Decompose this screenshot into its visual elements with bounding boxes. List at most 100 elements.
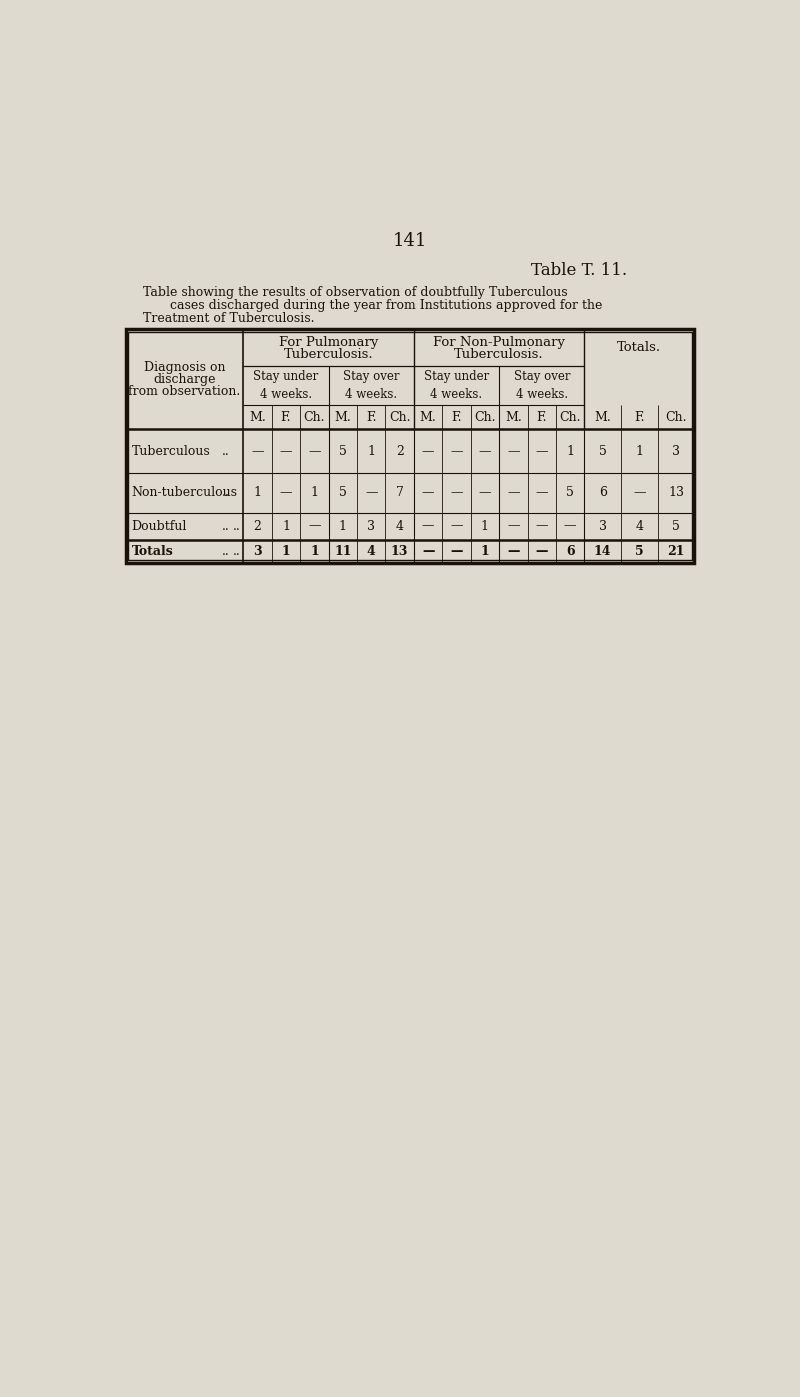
Text: 5: 5 xyxy=(672,520,680,532)
Text: 3: 3 xyxy=(598,520,606,532)
Bar xyxy=(126,330,694,563)
Text: 5: 5 xyxy=(635,545,644,557)
Text: Treatment of Tuberculosis.: Treatment of Tuberculosis. xyxy=(142,312,314,326)
Text: M.: M. xyxy=(594,411,611,423)
Text: For Pulmonary: For Pulmonary xyxy=(279,335,378,348)
Text: —: — xyxy=(450,520,462,532)
Text: ..: .. xyxy=(233,545,240,557)
Text: F.: F. xyxy=(281,411,291,423)
Text: —: — xyxy=(535,520,548,532)
Text: discharge: discharge xyxy=(154,373,216,386)
Text: 1: 1 xyxy=(282,545,290,557)
Text: —: — xyxy=(422,520,434,532)
Text: —: — xyxy=(308,520,321,532)
Text: —: — xyxy=(422,486,434,500)
Text: 1: 1 xyxy=(310,545,318,557)
Text: Non-tuberculous: Non-tuberculous xyxy=(132,486,238,500)
Text: —: — xyxy=(633,486,646,500)
Text: 5: 5 xyxy=(339,486,346,500)
Text: from observation.: from observation. xyxy=(128,386,241,398)
Text: 1: 1 xyxy=(367,444,375,458)
Text: F.: F. xyxy=(366,411,377,423)
Text: 5: 5 xyxy=(598,444,606,458)
Text: Stay over
4 weeks.: Stay over 4 weeks. xyxy=(514,370,570,401)
Text: 3: 3 xyxy=(367,520,375,532)
Text: 1: 1 xyxy=(481,545,490,557)
Text: For Non-Pulmonary: For Non-Pulmonary xyxy=(433,335,565,348)
Text: —: — xyxy=(422,545,434,557)
Text: 4: 4 xyxy=(367,545,376,557)
Text: —: — xyxy=(507,545,519,557)
Text: 14: 14 xyxy=(594,545,611,557)
Text: —: — xyxy=(478,486,491,500)
Text: —: — xyxy=(507,520,519,532)
Text: 3: 3 xyxy=(254,545,262,557)
Text: ..: .. xyxy=(222,486,230,500)
Text: 2: 2 xyxy=(396,444,404,458)
Text: Stay under
4 weeks.: Stay under 4 weeks. xyxy=(424,370,489,401)
Text: F.: F. xyxy=(634,411,645,423)
Text: ..: .. xyxy=(222,444,230,458)
Text: 11: 11 xyxy=(334,545,351,557)
Text: —: — xyxy=(507,486,519,500)
Text: 1: 1 xyxy=(635,444,643,458)
Text: M.: M. xyxy=(420,411,437,423)
Text: 4: 4 xyxy=(396,520,404,532)
Text: F.: F. xyxy=(451,411,462,423)
Text: —: — xyxy=(564,520,577,532)
Text: Ch.: Ch. xyxy=(389,411,410,423)
Text: 1: 1 xyxy=(566,444,574,458)
Text: 6: 6 xyxy=(566,545,574,557)
Text: F.: F. xyxy=(537,411,547,423)
Text: 1: 1 xyxy=(254,486,262,500)
Text: —: — xyxy=(450,486,462,500)
Text: Ch.: Ch. xyxy=(666,411,687,423)
Text: 3: 3 xyxy=(672,444,680,458)
Bar xyxy=(126,330,694,563)
Text: Table showing the results of observation of doubtfully Tuberculous: Table showing the results of observation… xyxy=(142,286,567,299)
Text: 4: 4 xyxy=(635,520,643,532)
Text: 7: 7 xyxy=(396,486,404,500)
Text: Stay under
4 weeks.: Stay under 4 weeks. xyxy=(254,370,318,401)
Text: Tuberculous: Tuberculous xyxy=(132,444,210,458)
Text: 2: 2 xyxy=(254,520,262,532)
Text: 1: 1 xyxy=(339,520,347,532)
Text: 13: 13 xyxy=(391,545,408,557)
Text: Ch.: Ch. xyxy=(474,411,496,423)
Text: 5: 5 xyxy=(566,486,574,500)
Text: —: — xyxy=(535,545,548,557)
Text: M.: M. xyxy=(250,411,266,423)
Text: Stay over
4 weeks.: Stay over 4 weeks. xyxy=(343,370,399,401)
Text: —: — xyxy=(450,545,462,557)
Text: 1: 1 xyxy=(481,520,489,532)
Text: Ch.: Ch. xyxy=(559,411,581,423)
Text: —: — xyxy=(308,444,321,458)
Text: 1: 1 xyxy=(282,520,290,532)
Text: —: — xyxy=(535,444,548,458)
Text: —: — xyxy=(365,486,378,500)
Text: ..: .. xyxy=(222,520,230,532)
Text: Diagnosis on: Diagnosis on xyxy=(144,360,226,373)
Text: ..: .. xyxy=(222,545,230,557)
Text: Ch.: Ch. xyxy=(304,411,325,423)
Text: 13: 13 xyxy=(668,486,684,500)
Text: 5: 5 xyxy=(339,444,346,458)
Text: —: — xyxy=(280,444,292,458)
Bar xyxy=(128,331,692,560)
Text: —: — xyxy=(251,444,264,458)
Text: —: — xyxy=(507,444,519,458)
Text: Doubtful: Doubtful xyxy=(132,520,187,532)
Text: cases discharged during the year from Institutions approved for the: cases discharged during the year from In… xyxy=(170,299,602,312)
Text: Totals.: Totals. xyxy=(618,341,662,353)
Text: Tuberculosis.: Tuberculosis. xyxy=(284,348,374,360)
Text: —: — xyxy=(450,444,462,458)
Text: M.: M. xyxy=(505,411,522,423)
Text: —: — xyxy=(422,444,434,458)
Text: —: — xyxy=(478,444,491,458)
Text: —: — xyxy=(280,486,292,500)
Text: Table T. 11.: Table T. 11. xyxy=(531,261,627,278)
Text: 141: 141 xyxy=(393,232,427,250)
Text: ..: .. xyxy=(233,520,240,532)
Text: 21: 21 xyxy=(667,545,685,557)
Text: —: — xyxy=(535,486,548,500)
